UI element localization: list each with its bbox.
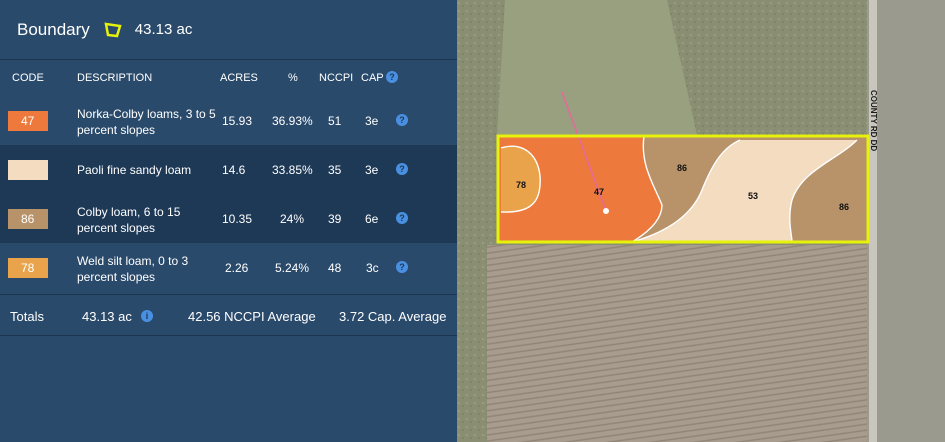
soil-cap: 6e [365,212,379,226]
soil-acres: 14.6 [222,163,246,177]
totals-cap: 3.72 Cap. Average [339,309,447,324]
cap-info-icon[interactable]: ? [386,71,398,83]
satellite-map[interactable]: COUNTY RD DD 78 47 86 53 86 [457,0,945,442]
soil-acres: 2.26 [225,261,249,275]
soil-code-swatch: 47 [8,111,48,131]
boundary-acres: 43.13 ac [134,21,193,38]
info-icon[interactable]: ? [396,212,408,224]
panel-header: Boundary 43.13 ac [0,0,457,60]
map-label-86-east: 86 [839,202,849,212]
soil-description: Norka-Colby loams, 3 to 5 percent slopes [77,107,216,137]
soil-nccpi: 48 [328,261,342,275]
soil-description: Paoli fine sandy loam [77,163,192,177]
col-nccpi: NCCPI [319,72,354,84]
panel-title: Boundary [17,19,90,39]
table-row: 47 Norka-Colby loams, 3 to 5 percent slo… [0,96,457,145]
soil-percent: 36.93% [272,114,313,128]
totals-nccpi: 42.56 NCCPI Average [188,309,316,324]
boundary-polygon-icon [104,22,122,37]
table-row: 86 Colby loam, 6 to 15 percent slopes 10… [0,194,457,243]
soil-description: Colby loam, 6 to 15 percent slopes [77,205,181,235]
info-icon[interactable]: ? [396,114,408,126]
totals-acres: 43.13 ac [82,309,132,324]
soil-nccpi: 35 [328,163,342,177]
soil-map-units [498,135,868,243]
map-label-86: 86 [677,163,687,173]
table-row: 78 Weld silt loam, 0 to 3 percent slopes… [0,243,457,292]
soil-nccpi: 51 [328,114,342,128]
soil-acres: 10.35 [222,212,253,226]
totals-row: Totals 43.13 ac i 42.56 NCCPI Average 3.… [0,294,457,336]
col-cap: CAP [361,72,384,84]
soil-zone-78[interactable] [501,146,541,213]
soil-description: Weld silt loam, 0 to 3 percent slopes [77,254,189,284]
info-icon[interactable]: ? [396,163,408,175]
road-label: COUNTY RD DD [869,90,878,151]
soil-code-swatch: 53 [8,160,48,180]
soil-code-swatch: 86 [8,209,48,229]
soil-code-swatch: 78 [8,258,48,278]
map-label-53: 53 [748,191,758,201]
map-point-marker[interactable] [603,208,609,214]
info-icon[interactable]: ? [396,261,408,273]
map-right-area [867,0,945,442]
map-road [869,0,877,442]
soil-zone-53[interactable] [632,140,857,242]
map-field-north [497,0,697,135]
table-row: 53 Paoli fine sandy loam 14.6 33.85% 35 … [0,145,457,194]
soil-nccpi: 39 [328,212,342,226]
map-label-47: 47 [594,187,604,197]
soil-percent: 5.24% [275,261,310,275]
soil-cap: 3e [365,163,379,177]
soil-cap: 3e [365,114,379,128]
map-field-south [487,245,872,442]
map-label-78: 78 [516,180,526,190]
soil-percent: 33.85% [272,163,313,177]
col-percent: % [288,72,298,84]
totals-info-icon[interactable]: i [141,310,153,322]
soil-report-panel: Boundary 43.13 ac CODE DESCRIPTION ACRES… [0,0,457,442]
soil-acres: 15.93 [222,114,253,128]
field-boundary[interactable] [496,134,870,244]
col-description: DESCRIPTION [77,72,153,84]
col-code: CODE [12,72,44,84]
totals-label: Totals [10,309,44,324]
table-header: CODE DESCRIPTION ACRES % NCCPI CAP ? [0,60,457,96]
col-acres: ACRES [220,72,258,84]
map-pointer-line [561,91,607,212]
soil-cap: 3c [366,261,379,275]
soil-percent: 24% [280,212,305,226]
